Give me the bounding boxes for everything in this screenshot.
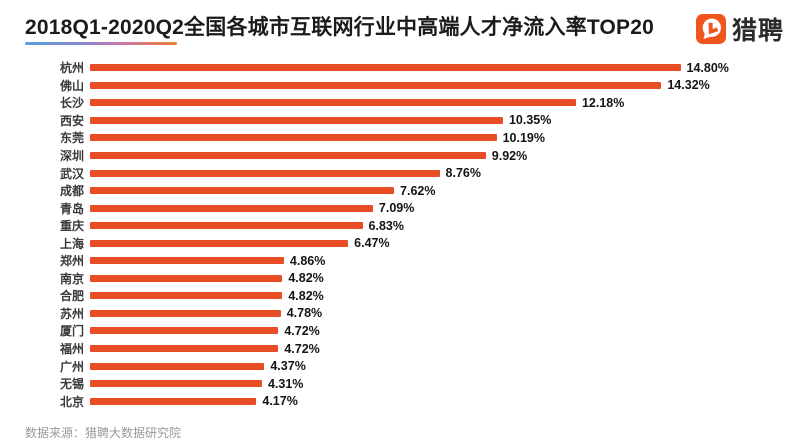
city-label: 青岛: [59, 201, 84, 216]
liepin-logo-text: 猎聘: [731, 17, 784, 45]
bar: [90, 169, 440, 177]
bar-row: 佛山 14.32%: [25, 77, 729, 95]
bar-row: 长沙 12.18%: [25, 94, 729, 112]
value-label: 4.72%: [284, 341, 320, 356]
bar: [90, 380, 262, 388]
bar: [90, 99, 576, 107]
bar: [90, 257, 284, 265]
bar: [90, 187, 395, 195]
city-label: 福州: [59, 342, 84, 357]
city-label: 杭州: [59, 61, 84, 76]
city-label: 郑州: [59, 254, 84, 269]
value-label: 10.19%: [502, 130, 545, 145]
bar-row: 无锡 4.31%: [25, 375, 729, 393]
value-label: 7.09%: [378, 201, 415, 216]
city-label: 东莞: [59, 131, 84, 146]
bar-row: 苏州 4.78%: [25, 305, 729, 323]
value-label: 4.78%: [286, 306, 323, 321]
city-label: 深圳: [59, 149, 84, 163]
value-label: 14.32%: [667, 78, 710, 93]
value-label: 8.76%: [445, 166, 481, 181]
bar: [90, 292, 283, 300]
bar: [90, 81, 662, 89]
value-label: 4.37%: [270, 359, 306, 374]
bar: [90, 309, 281, 317]
bar: [90, 222, 363, 230]
bar-chart: 杭州 14.80% 佛山 14.32% 长沙 12.18% 西安 10.35% 东莞 10.19%…: [25, 59, 729, 410]
bar: [90, 274, 283, 282]
title-underline-decoration: [25, 42, 177, 45]
bar-row: 西安 10.35%: [25, 112, 729, 130]
city-label: 长沙: [59, 96, 84, 111]
value-label: 4.82%: [288, 271, 324, 286]
value-label: 4.86%: [289, 253, 326, 268]
bar-row: 重庆 6.83%: [25, 217, 729, 235]
value-label: 4.82%: [288, 288, 324, 303]
city-label: 合肥: [59, 289, 84, 304]
bar: [90, 134, 497, 142]
city-label: 重庆: [59, 219, 84, 234]
bar-row: 北京 4.17%: [25, 392, 729, 410]
city-label: 无锡: [59, 377, 84, 392]
bar: [90, 239, 349, 247]
city-label: 南京: [59, 271, 84, 286]
bar-row: 武汉 8.76%: [25, 164, 729, 182]
bar: [90, 362, 265, 370]
city-label: 厦门: [59, 324, 84, 339]
value-label: 4.17%: [262, 394, 298, 409]
bar: [90, 327, 279, 335]
liepin-logo: 猎聘: [695, 11, 784, 47]
bar-row: 东莞 10.19%: [25, 129, 729, 147]
city-label: 佛山: [59, 78, 84, 93]
value-label: 4.72%: [284, 323, 320, 338]
value-label: 14.80%: [686, 60, 729, 75]
bar: [90, 64, 681, 72]
value-label: 7.62%: [400, 183, 436, 198]
bar-row: 厦门 4.72%: [25, 322, 729, 340]
bar-row: 深圳 9.92%: [25, 147, 729, 165]
bar-row: 成都 7.62%: [25, 182, 729, 200]
liepin-logo-icon: [695, 14, 726, 44]
bar: [90, 345, 279, 353]
city-label: 西安: [59, 113, 84, 128]
city-label: 苏州: [59, 306, 84, 321]
city-label: 北京: [59, 394, 84, 409]
city-label: 广州: [59, 359, 84, 374]
city-label: 武汉: [59, 166, 84, 181]
bar: [90, 152, 486, 159]
value-label: 6.47%: [354, 236, 390, 251]
value-label: 6.83%: [368, 218, 404, 233]
bar: [90, 204, 373, 212]
value-label: 10.35%: [508, 113, 552, 128]
bar-row: 郑州 4.86%: [25, 252, 729, 270]
bar-row: 青岛 7.09%: [25, 199, 729, 217]
bar-row: 南京 4.82%: [25, 270, 729, 288]
bar-row: 广州 4.37%: [25, 357, 729, 375]
bar-row: 上海 6.47%: [25, 234, 729, 252]
value-label: 9.92%: [491, 148, 528, 163]
bar-row: 合肥 4.82%: [25, 287, 729, 305]
bar: [90, 397, 257, 405]
bar: [90, 116, 503, 124]
value-label: 12.18%: [581, 95, 625, 110]
page-title: 2018Q1-2020Q2全国各城市互联网行业中高端人才净流入率TOP20: [25, 16, 655, 39]
value-label: 4.31%: [267, 376, 304, 391]
data-source-note: 数据来源：猎聘大数据研究院: [25, 426, 182, 440]
bar-row: 福州 4.72%: [25, 340, 729, 358]
city-label: 成都: [59, 184, 84, 199]
city-label: 上海: [59, 236, 84, 251]
bar-row: 杭州 14.80%: [25, 59, 729, 77]
